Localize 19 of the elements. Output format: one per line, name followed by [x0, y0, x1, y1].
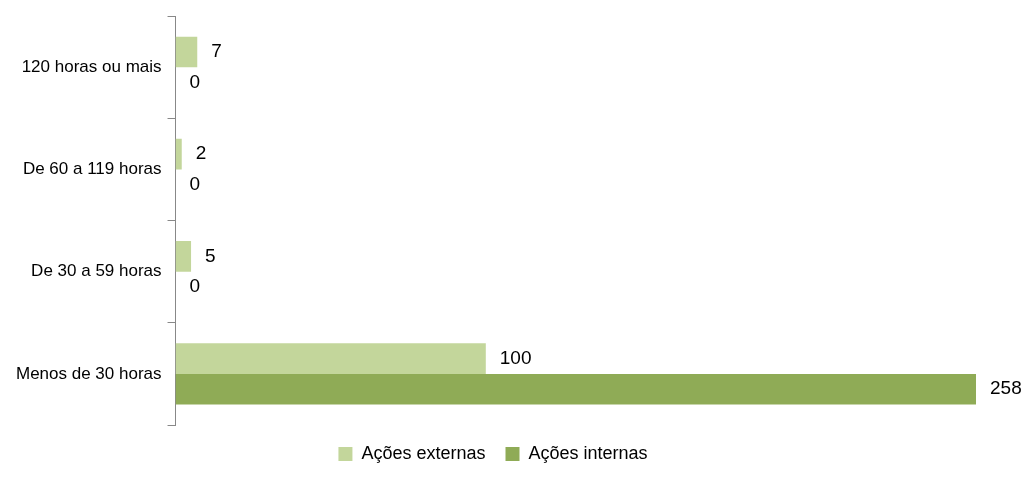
data-label: 7 [211, 40, 222, 62]
data-label: 0 [189, 275, 201, 297]
y-tick-label: Menos de 30 horas [15, 363, 162, 383]
data-label: 5 [205, 244, 216, 266]
bar [175, 343, 486, 374]
legend-label: Ações internas [528, 442, 648, 463]
bar [175, 36, 198, 68]
bar [175, 373, 976, 405]
data-label: 100 [499, 346, 532, 368]
bar [175, 241, 192, 272]
legend-label: Ações externas [361, 442, 486, 463]
data-label: 258 [990, 377, 1022, 399]
data-label: 0 [189, 70, 201, 92]
y-tick-label: De 30 a 59 horas [31, 261, 162, 281]
bar [175, 138, 182, 170]
data-label: 0 [189, 173, 201, 195]
y-tick-label: 120 horas ou mais [21, 56, 162, 76]
data-label: 2 [195, 142, 207, 164]
y-tick-label: De 60 a 119 horas [22, 159, 162, 179]
